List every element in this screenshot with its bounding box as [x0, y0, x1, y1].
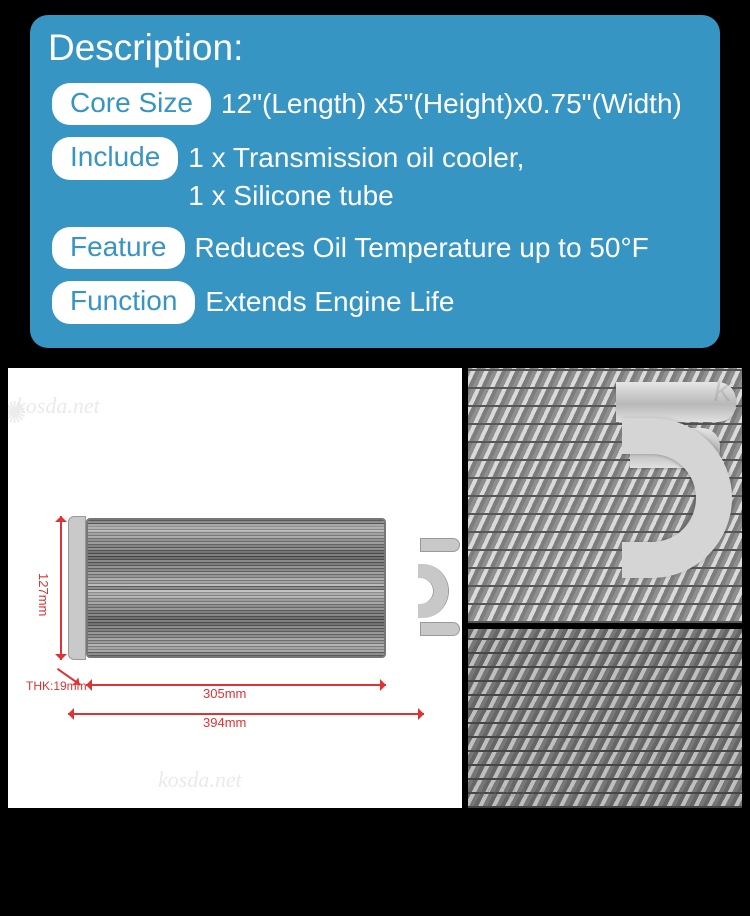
spec-row-core-size: Core Size 12"(Length) x5"(Height)x0.75"(…	[52, 83, 702, 125]
spec-label-pill: Include	[52, 137, 178, 179]
spec-label-pill: Feature	[52, 227, 185, 269]
dimension-width-outer-label: 394mm	[203, 715, 246, 730]
dimension-height-label: 127mm	[36, 573, 51, 616]
spec-value: 12"(Length) x5"(Height)x0.75"(Width)	[221, 83, 682, 123]
cooler-body	[86, 518, 386, 658]
cooler-u-tube	[418, 564, 448, 618]
description-panel: Description: Core Size 12"(Length) x5"(H…	[30, 15, 720, 348]
watermark-text: kosda.net	[478, 781, 556, 802]
cooler-outlet-tube	[420, 538, 460, 552]
spec-row-feature: Feature Reduces Oil Temperature up to 50…	[52, 227, 702, 269]
description-title: Description:	[48, 27, 702, 69]
product-detail-column: K kosda.net	[468, 368, 742, 808]
product-detail-closeup-fitting: K	[468, 368, 742, 623]
spec-row-function: Function Extends Engine Life	[52, 281, 702, 323]
spec-row-include: Include 1 x Transmission oil cooler, 1 x…	[52, 137, 702, 215]
dimension-thickness-label: THK:19mm	[26, 680, 87, 693]
spec-label-pill: Function	[52, 281, 195, 323]
spec-value: Extends Engine Life	[205, 281, 454, 321]
product-detail-closeup-fins: kosda.net	[468, 629, 742, 808]
spec-value-line: 1 x Silicone tube	[188, 177, 524, 215]
product-images-section: ✺ kosda.net kosda.net 127mm 305mm 394mm …	[0, 368, 750, 808]
spec-value: 1 x Transmission oil cooler, 1 x Silicon…	[188, 137, 524, 215]
cooler-outlet-tube	[420, 622, 460, 636]
spec-label-pill: Core Size	[52, 83, 211, 125]
spec-value: Reduces Oil Temperature up to 50°F	[195, 227, 649, 267]
watermark-text: kosda.net	[158, 767, 242, 793]
cooler-endcap	[68, 516, 86, 660]
dimension-width-inner-label: 305mm	[203, 686, 246, 701]
spec-value-line: 1 x Transmission oil cooler,	[188, 139, 524, 177]
dimension-line-height	[60, 516, 62, 660]
watermark-wing-icon: ✺	[8, 396, 27, 431]
product-dimension-diagram: ✺ kosda.net kosda.net 127mm 305mm 394mm …	[8, 368, 462, 808]
watermark-text: K	[713, 376, 732, 408]
watermark-text: kosda.net	[16, 393, 100, 419]
cooler-illustration	[86, 518, 426, 658]
